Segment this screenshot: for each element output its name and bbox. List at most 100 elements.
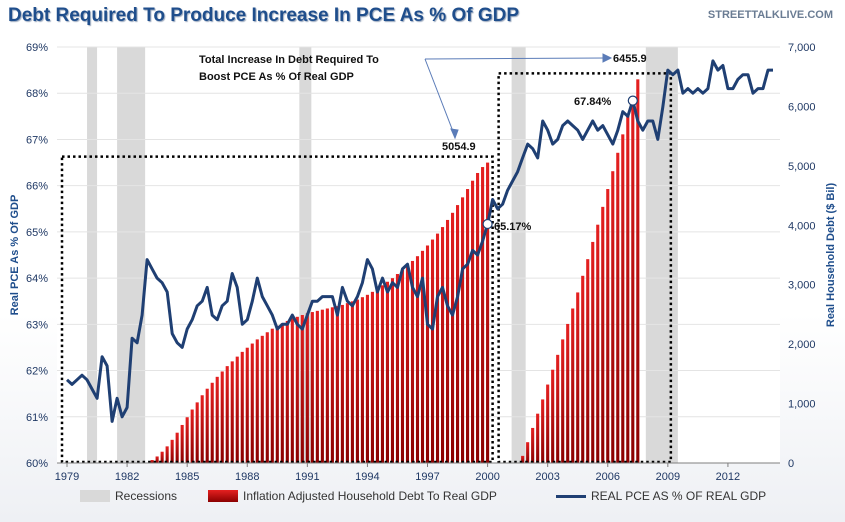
debt-bar (476, 172, 480, 463)
left-tick-label: 64% (26, 273, 48, 285)
debt-bar (175, 432, 179, 463)
debt-bar (210, 382, 214, 463)
debt-bar (310, 312, 314, 463)
x-tick-label: 1988 (235, 471, 259, 483)
debt-bar (375, 288, 379, 463)
debt-bar (160, 451, 164, 463)
debt-bar (395, 274, 400, 463)
debt-bar (390, 278, 395, 463)
left-tick-label: 62% (26, 366, 48, 378)
point-markers (482, 95, 638, 230)
debt-bar (250, 343, 254, 463)
debt-bar (265, 332, 269, 463)
debt-bar (340, 304, 344, 463)
debt-bar (596, 224, 600, 463)
debt-bar (481, 167, 485, 463)
recession-swatch (80, 490, 110, 502)
debt-bar (380, 285, 385, 463)
debt-bar (285, 320, 289, 463)
debt-swatch (208, 490, 238, 502)
debt-bar (230, 361, 234, 463)
debt-bar (551, 369, 555, 463)
debt-bar (325, 308, 329, 463)
left-tick-label: 65% (26, 227, 48, 239)
debt-bar (280, 323, 284, 463)
debt-bar (526, 442, 530, 463)
debt-bar (611, 171, 615, 463)
left-tick-label: 61% (26, 412, 48, 424)
x-tick-label: 1991 (295, 471, 319, 483)
x-tick-label: 2009 (656, 471, 680, 483)
debt-bar (290, 318, 294, 463)
annotation-line-2: Boost PCE As % Of Real GDP (199, 71, 354, 83)
legend: Recessions Inflation Adjusted Household … (0, 489, 845, 509)
debt-bar (531, 427, 535, 463)
pce-2007-label: 67.84% (574, 96, 612, 108)
debt-bar (180, 424, 184, 463)
arrow-head-peak2 (602, 53, 613, 63)
site-watermark: STREETTALKLIVE.COM (707, 9, 833, 21)
debt-bar (360, 297, 364, 463)
recession-band (87, 47, 98, 463)
debt-bar (220, 371, 224, 463)
debt-bar (541, 399, 545, 463)
debt-bar (315, 310, 319, 463)
arrow-to-peak1 (424, 58, 455, 135)
right-tick-label: 4,000 (788, 220, 816, 232)
left-tick-label: 60% (26, 458, 48, 470)
debt-bar (450, 212, 455, 463)
debt-bar (546, 384, 550, 463)
debt-bar (581, 275, 585, 463)
debt-bar (586, 259, 590, 463)
debt-bar (365, 294, 369, 463)
debt-bar (270, 328, 274, 463)
debt-bar (320, 309, 324, 463)
x-tick-label: 1985 (175, 471, 199, 483)
left-tick-label: 63% (26, 319, 48, 331)
debt-bar (345, 303, 349, 463)
x-tick-label: 1979 (55, 471, 79, 483)
legend-label-pce: REAL PCE AS % OF REAL GDP (591, 489, 767, 503)
chart-title: Debt Required To Produce Increase In PCE… (8, 5, 519, 26)
debt-bar (240, 351, 244, 463)
annotation-box-text: Total Increase In Debt Required To Boost… (199, 54, 379, 83)
arrow-head-peak1 (450, 128, 459, 140)
debt-bar (305, 313, 309, 463)
right-axis-ticks: 0 1,000 2,000 3,000 4,000 5,000 6,000 7,000 (788, 42, 816, 470)
legend-item-debt: Inflation Adjusted Household Debt To Rea… (208, 489, 497, 503)
debt-bar (486, 162, 490, 463)
right-tick-label: 5,000 (788, 161, 816, 173)
x-tick-label: 2000 (475, 471, 499, 483)
debt-bar (255, 339, 259, 463)
debt-bar (275, 325, 279, 463)
debt-bar (616, 152, 620, 464)
debt-bar (456, 205, 460, 463)
legend-item-recessions: Recessions (80, 489, 177, 503)
debt-bar (185, 417, 189, 463)
debt-bar (370, 291, 374, 463)
debt-bar (235, 356, 239, 463)
x-axis-ticks: 1979 1982 1985 1988 1991 1994 1997 2000 2003 2006… (55, 463, 740, 483)
left-tick-label: 68% (26, 88, 48, 100)
debt-bar (576, 292, 580, 463)
left-tick-label: 66% (26, 181, 48, 193)
debt-bar (606, 189, 610, 463)
point-marker (482, 218, 493, 230)
x-tick-label: 1994 (355, 471, 379, 483)
debt-bar (355, 299, 359, 463)
x-tick-label: 2003 (535, 471, 559, 483)
debt-bar (591, 241, 595, 463)
debt-bar (165, 446, 169, 463)
right-tick-label: 1,000 (788, 399, 816, 411)
debt-bar (461, 197, 465, 463)
debt-bar (556, 354, 560, 463)
recession-band (117, 47, 146, 463)
debt-bar (330, 307, 334, 463)
debt-bar (150, 460, 154, 463)
debt-bar (471, 180, 475, 463)
debt-bar (385, 281, 390, 463)
legend-label-debt: Inflation Adjusted Household Debt To Rea… (243, 489, 497, 503)
legend-item-pce: REAL PCE AS % OF REAL GDP (556, 489, 766, 503)
